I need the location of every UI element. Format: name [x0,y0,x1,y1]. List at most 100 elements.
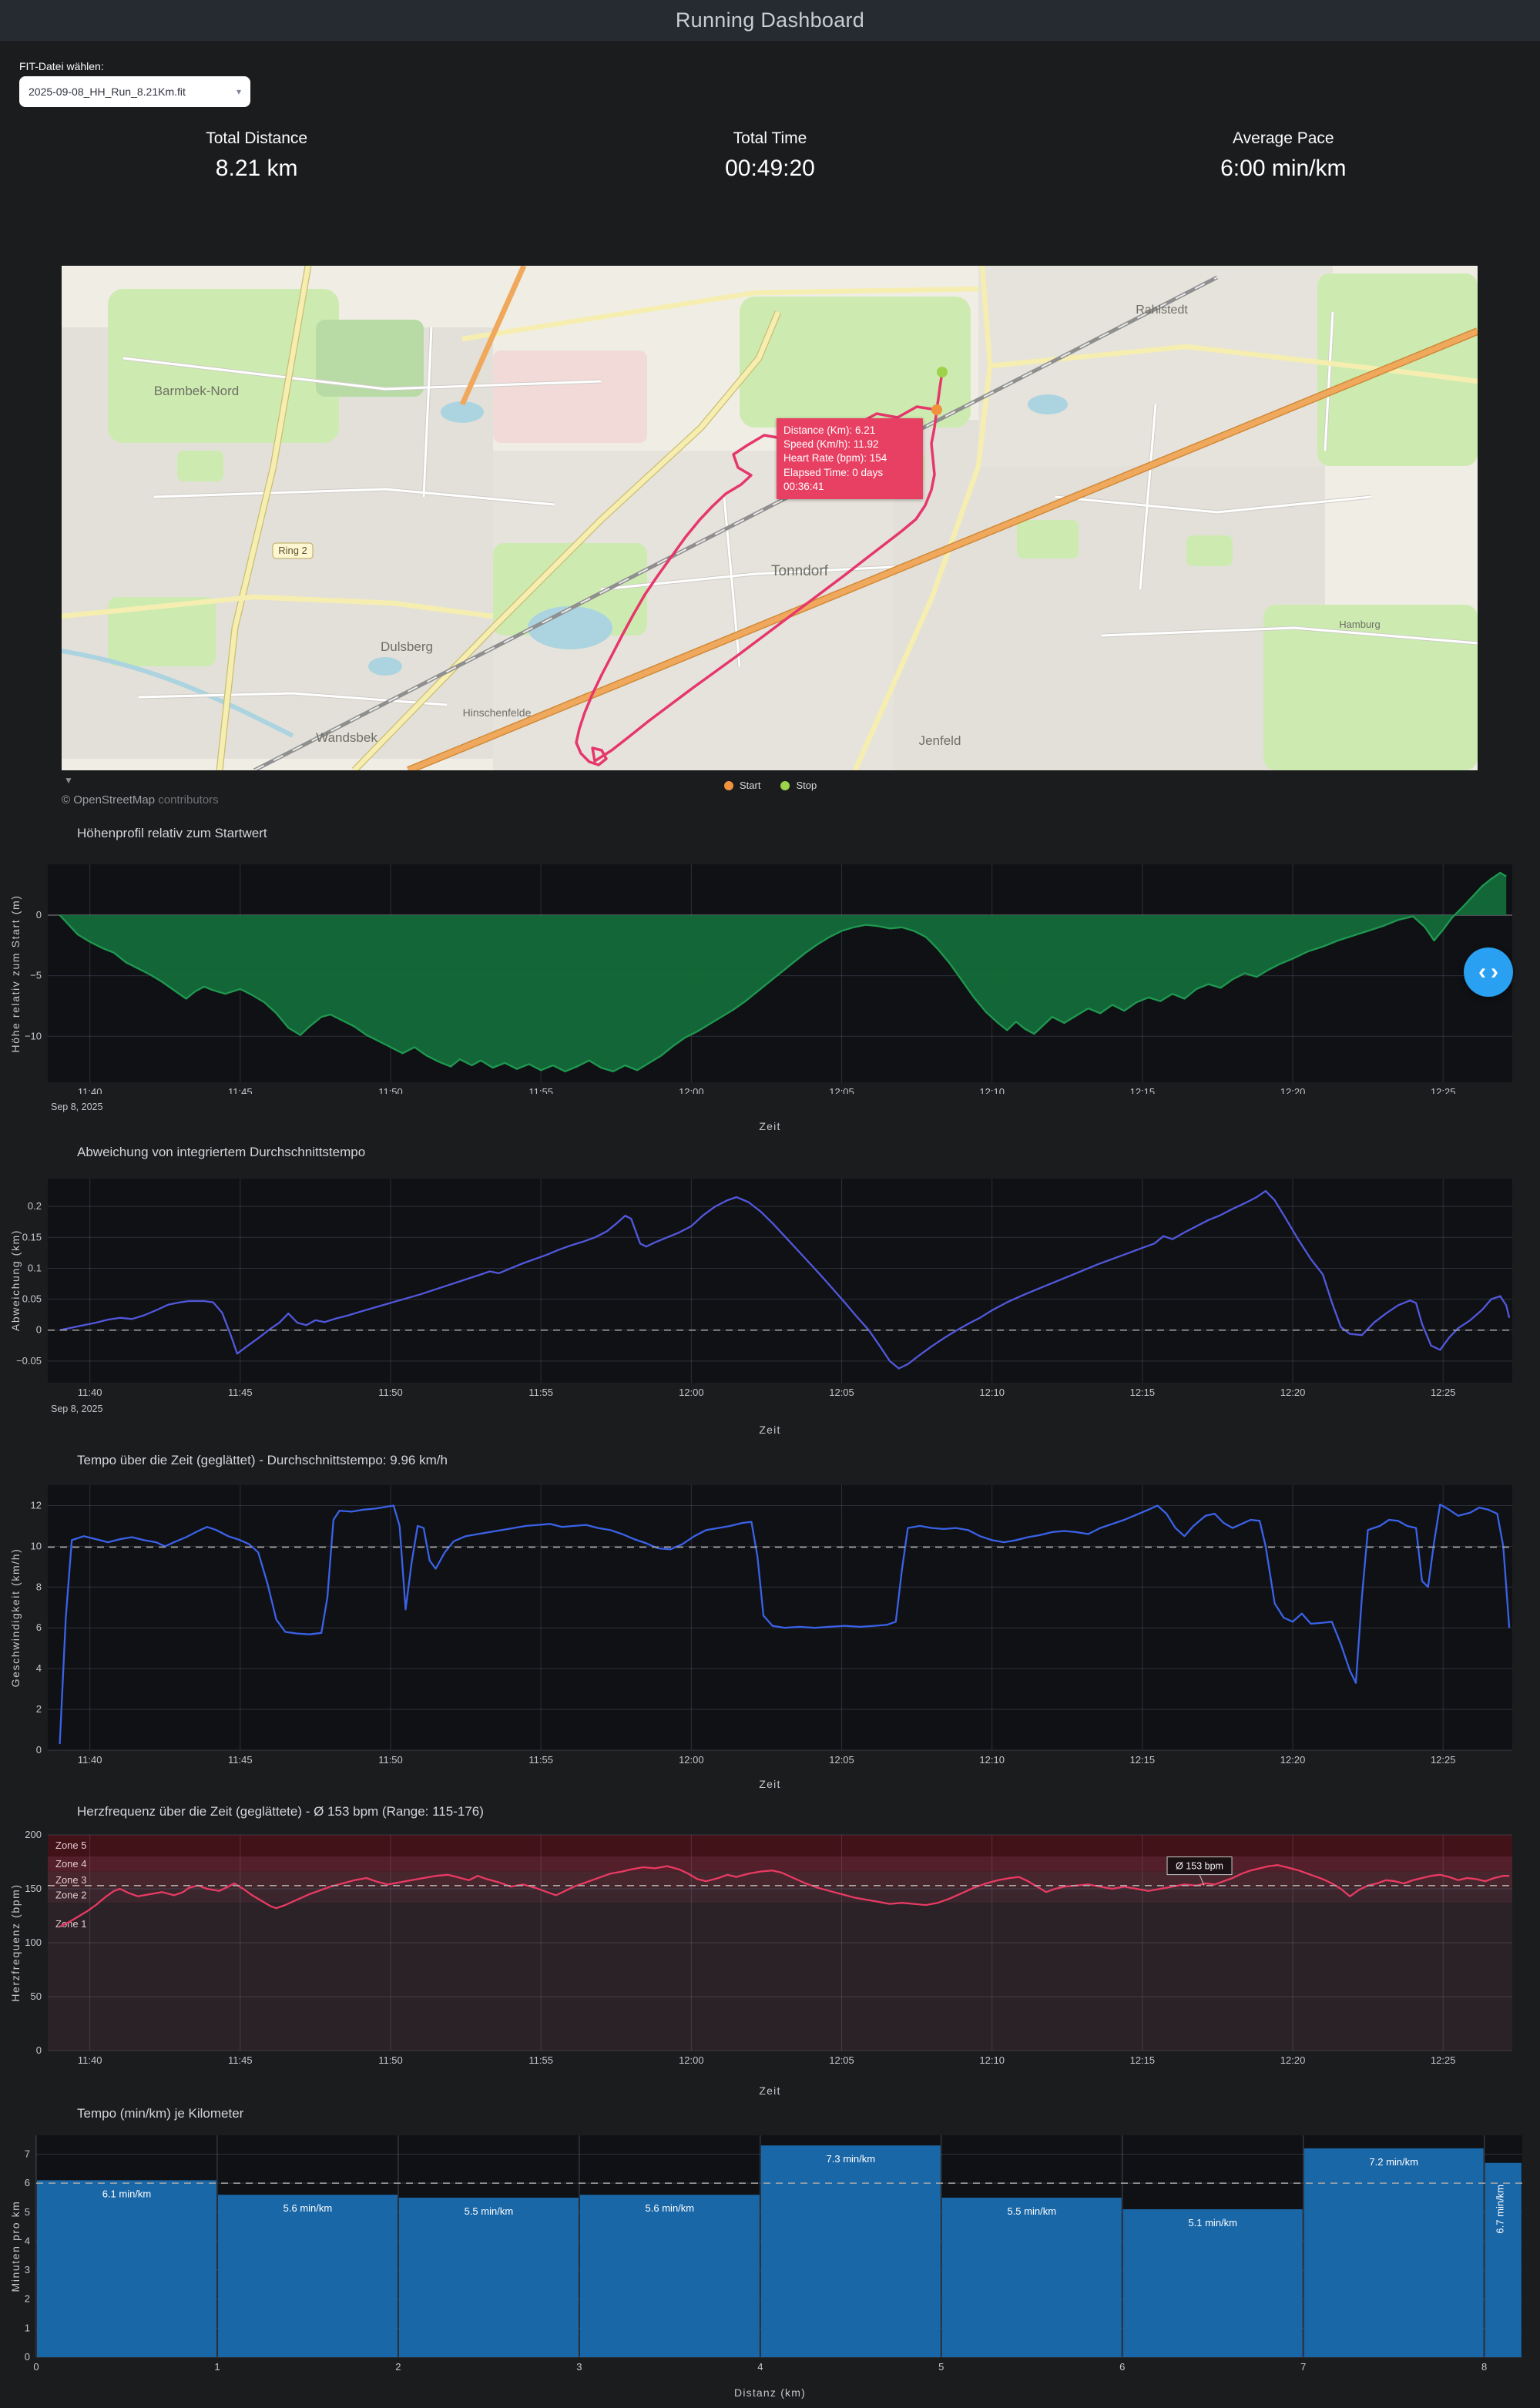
x-axis-date: Sep 8, 2025 [51,1102,103,1112]
chevron-left-icon: ‹ [1478,959,1486,984]
svg-text:12:10: 12:10 [979,1086,1005,1094]
speed-chart: Tempo über die Zeit (geglättet) - Durchs… [0,1450,1540,1801]
svg-text:5: 5 [938,2361,944,2373]
y-axis-title: Minuten pro km [9,2200,22,2292]
pace-per-km-plot[interactable]: 0 1 2 3 4 5 6 7 8 0 1 2 3 4 5 6 7 6.1 min/km 5.6 min/km 5.5… [0,2103,1540,2380]
svg-text:Zone 4: Zone 4 [55,1858,86,1870]
svg-text:Rahlstedt: Rahlstedt [1136,304,1188,317]
svg-text:11:40: 11:40 [78,1387,102,1398]
svg-text:Ø 153 bpm: Ø 153 bpm [1176,1861,1223,1872]
attribution-rest: contributors [155,793,219,807]
x-axis-title: Zeit [759,1120,781,1132]
svg-text:5.5 min/km: 5.5 min/km [465,2205,514,2217]
svg-text:5: 5 [25,2206,30,2218]
pace-deviation-plot[interactable]: 11:40 11:45 11:50 11:55 12:00 12:05 12:10 12:15… [0,1142,1540,1404]
tooltip-heart-rate: Heart Rate (bpm): 154 [783,452,887,464]
chart-title: Abweichung von integriertem Durchschnitt… [77,1145,366,1159]
x-axis-title: Zeit [759,2084,781,2097]
y-axis-title: Höhe relativ zum Start (m) [9,894,22,1053]
svg-text:3: 3 [576,2361,582,2373]
chevron-down-icon: ▾ [236,86,241,97]
svg-text:12:00: 12:00 [679,1387,704,1398]
x-axis-title: Zeit [759,1424,781,1436]
elevation-plot[interactable]: 11:40 11:45 11:50 11:55 12:00 12:05 12:10 12:15… [0,823,1540,1098]
speed-plot[interactable]: 11:40 11:45 11:50 11:55 12:00 12:05 12:10 12:15… [0,1450,1540,1772]
svg-text:7.2 min/km: 7.2 min/km [1369,2156,1418,2168]
x-axis-title: Zeit [759,1778,781,1790]
heart-rate-plot[interactable]: 11:40 11:45 11:50 11:55 12:00 12:05 12:10 12:15… [0,1801,1540,2072]
svg-text:12:10: 12:10 [979,2054,1005,2066]
svg-text:2: 2 [25,2293,30,2305]
svg-text:200: 200 [25,1829,42,1840]
svg-text:0.1: 0.1 [28,1262,42,1273]
y-axis-title: Abweichung (km) [9,1229,22,1332]
svg-text:8: 8 [36,1581,42,1592]
svg-text:12:10: 12:10 [979,1754,1005,1766]
svg-text:12:25: 12:25 [1431,1086,1456,1094]
stat-total-time: Total Time 00:49:20 [513,129,1026,182]
stop-marker-icon [780,780,790,790]
stat-total-distance: Total Distance 8.21 km [0,129,513,182]
chevron-right-icon: › [1491,959,1498,984]
legend-label: Stop [796,780,817,791]
svg-text:6.1 min/km: 6.1 min/km [102,2188,152,2199]
svg-text:12:15: 12:15 [1130,1387,1156,1398]
svg-text:11:55: 11:55 [528,1387,553,1398]
stat-value: 8.21 km [215,156,298,181]
scroll-nav-button[interactable]: ‹ › [1464,947,1513,997]
stat-label: Total Distance [206,129,308,147]
chart-title: Tempo über die Zeit (geglättet) - Durchs… [77,1453,448,1467]
y-axis-title: Herzfrequenz (bpm) [9,1883,22,2002]
svg-text:100: 100 [25,1937,42,1948]
svg-text:11:45: 11:45 [228,1754,253,1766]
svg-text:11:55: 11:55 [528,1754,553,1766]
svg-text:6.7 min/km: 6.7 min/km [1494,2185,1505,2234]
start-marker-icon [724,780,733,790]
svg-text:12: 12 [31,1499,42,1511]
svg-text:2: 2 [395,2361,401,2373]
route-map[interactable]: Barmbek-Nord Dulsberg Wandsbek Tonndorf Jenf… [62,266,1478,770]
svg-text:Dulsberg: Dulsberg [381,639,433,654]
tooltip-speed: Speed (Km/h): 11.92 [783,438,879,451]
svg-text:11:50: 11:50 [378,1387,403,1398]
svg-text:11:50: 11:50 [378,1086,403,1094]
svg-text:12:00: 12:00 [679,1086,704,1094]
summary-stats: Total Distance 8.21 km Total Time 00:49:… [0,129,1540,182]
svg-text:0: 0 [36,1324,42,1336]
svg-text:11:45: 11:45 [228,1387,253,1398]
map-canvas[interactable]: Barmbek-Nord Dulsberg Wandsbek Tonndorf Jenf… [62,266,1478,770]
svg-text:Zone 2: Zone 2 [55,1889,86,1900]
svg-text:0: 0 [36,1744,42,1756]
tooltip-distance: Distance (Km): 6.21 [783,424,876,436]
stat-average-pace: Average Pace 6:00 min/km [1027,129,1540,182]
svg-text:5.5 min/km: 5.5 min/km [1007,2205,1056,2217]
svg-text:12:15: 12:15 [1130,1754,1156,1766]
svg-text:Ring 2: Ring 2 [278,545,307,556]
svg-text:11:40: 11:40 [78,1086,102,1094]
y-axis-title: Geschwindigkeit (km/h) [9,1548,22,1688]
svg-text:11:45: 11:45 [228,1086,253,1094]
chart-title: Tempo (min/km) je Kilometer [77,2106,244,2121]
svg-text:0: 0 [25,2351,30,2363]
x-axis-date: Sep 8, 2025 [51,1404,103,1414]
svg-text:12:25: 12:25 [1431,1387,1456,1398]
svg-text:5.6 min/km: 5.6 min/km [284,2202,333,2214]
svg-text:12:25: 12:25 [1431,2054,1456,2066]
svg-text:11:50: 11:50 [378,2054,403,2066]
svg-text:12:20: 12:20 [1280,1387,1306,1398]
svg-text:7: 7 [1300,2361,1306,2373]
svg-text:Hamburg: Hamburg [1339,619,1380,630]
fit-file-select[interactable]: 2025-09-08_HH_Run_8.21Km.fit ▾ [19,76,250,107]
svg-text:12:05: 12:05 [829,2054,854,2066]
heart-rate-chart: Herzfrequenz über die Zeit (geglättete) … [0,1801,1540,2103]
svg-text:12:20: 12:20 [1280,1754,1306,1766]
collapse-caret-icon[interactable]: ▼ [64,775,73,786]
legend-label: Start [740,780,761,791]
osm-link[interactable]: © OpenStreetMap [62,793,156,807]
svg-text:0.05: 0.05 [22,1293,42,1305]
svg-text:50: 50 [31,1990,42,2002]
fit-file-selected-value: 2025-09-08_HH_Run_8.21Km.fit [29,86,186,98]
svg-text:−10: −10 [25,1030,42,1041]
svg-text:0: 0 [36,909,42,921]
